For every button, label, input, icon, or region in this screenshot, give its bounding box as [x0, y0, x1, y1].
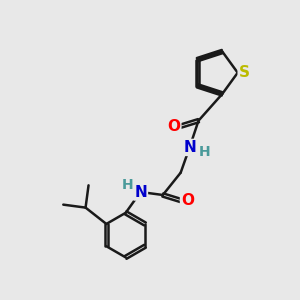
Text: O: O	[181, 194, 194, 208]
Text: H: H	[199, 145, 210, 159]
Text: N: N	[183, 140, 196, 155]
Text: N: N	[134, 184, 147, 200]
Text: S: S	[239, 65, 250, 80]
Text: H: H	[122, 178, 133, 192]
Text: O: O	[167, 119, 180, 134]
